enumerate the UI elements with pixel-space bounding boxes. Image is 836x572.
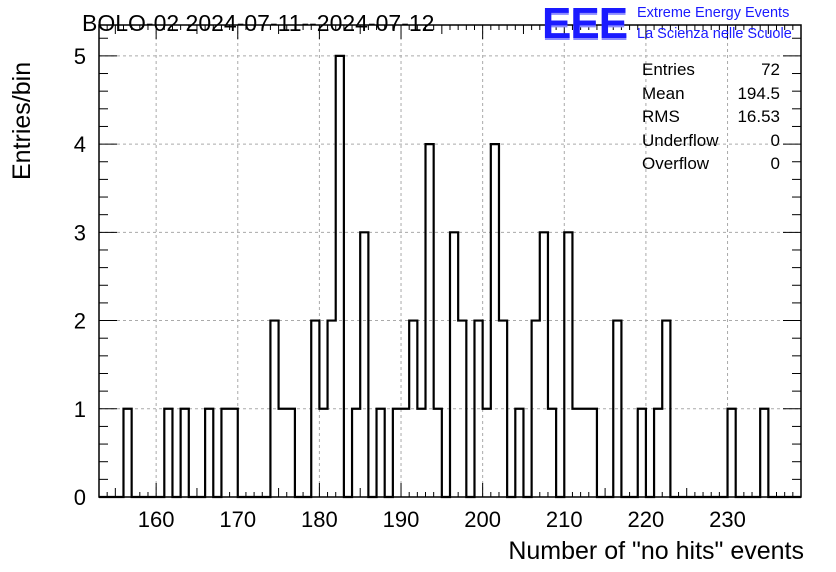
histogram-bin <box>319 409 327 497</box>
logo-line-2: La Scienza nelle Scuole <box>637 26 792 42</box>
y-tick-label: 0 <box>74 485 86 510</box>
histogram-bin <box>483 409 491 497</box>
histogram-bin <box>450 232 458 497</box>
axis-ticks <box>98 25 802 498</box>
x-tick-label: 210 <box>546 507 583 532</box>
chart-title: BOLO-02 2024-07-11--2024-07-12 <box>82 10 435 36</box>
histogram-bin <box>654 409 662 497</box>
histogram-bin <box>572 409 580 497</box>
stat-label: Overflow <box>642 154 710 173</box>
stat-label: Underflow <box>642 130 719 150</box>
x-axis-label: Number of "no hits" events <box>508 537 804 565</box>
histogram-bin <box>352 409 360 497</box>
histogram-bin <box>393 409 401 497</box>
stat-value: 0 <box>770 130 780 150</box>
histogram-bin <box>401 409 409 497</box>
stat-row-underflow: Underflow 0 <box>642 131 780 155</box>
stat-row-mean: Mean 194.5 <box>642 84 780 108</box>
histogram-bin <box>728 409 736 497</box>
stat-label: Entries <box>642 60 695 79</box>
stat-row-rms: RMS 16.53 <box>642 107 780 131</box>
histogram-bin <box>123 409 131 497</box>
x-tick-label: 170 <box>219 507 256 532</box>
grid-layer <box>99 25 801 497</box>
histogram-bin <box>581 409 589 497</box>
stat-label: RMS <box>642 107 680 126</box>
histogram-bin <box>205 409 213 497</box>
x-tick-label: 230 <box>709 507 746 532</box>
y-tick-label: 1 <box>74 397 86 422</box>
x-tick-label: 190 <box>383 507 420 532</box>
stats-box: Entries 72 Mean 194.5 RMS 16.53 Underflo… <box>642 60 780 178</box>
stat-row-overflow: Overflow 0 <box>642 154 780 178</box>
histogram-bin <box>287 409 295 497</box>
stat-value: 0 <box>770 154 780 173</box>
x-tick-label: 220 <box>628 507 665 532</box>
histogram-bin <box>638 409 646 497</box>
histogram-bin <box>377 409 385 497</box>
histogram-bin <box>164 409 172 497</box>
histogram-bin <box>548 409 556 497</box>
stat-label: Mean <box>642 83 685 103</box>
x-tick-label: 180 <box>301 507 338 532</box>
logo-line-1: Extreme Energy Events <box>637 5 790 21</box>
stat-value: 72 <box>761 60 780 79</box>
y-tick-label: 5 <box>74 44 86 69</box>
y-tick-label: 2 <box>74 309 86 334</box>
x-tick-label: 160 <box>138 507 175 532</box>
histogram-bin <box>230 409 238 497</box>
stat-value: 194.5 <box>737 83 780 103</box>
histogram-bin <box>360 232 368 497</box>
y-tick-label: 3 <box>74 220 86 245</box>
histogram-bin <box>515 409 523 497</box>
histogram-bin <box>181 409 189 497</box>
histogram-bin <box>417 409 425 497</box>
x-tick-label: 200 <box>464 507 501 532</box>
histogram-bin <box>760 409 768 497</box>
histogram-bin <box>564 232 572 497</box>
y-tick-label: 4 <box>74 132 86 157</box>
histogram-bin <box>540 232 548 497</box>
histogram-bin <box>336 56 344 497</box>
axis-tick-labels: 160 170 180 190 200 210 220 230 0 1 2 3 4 5 <box>74 44 746 532</box>
histogram-bin <box>434 409 442 497</box>
histogram-bin <box>589 409 597 497</box>
stat-row-entries: Entries 72 <box>642 60 780 84</box>
stat-value: 16.53 <box>737 107 780 126</box>
y-axis-label: Entries/bin <box>8 61 36 180</box>
histogram-outline <box>99 54 801 499</box>
histogram-bin <box>279 409 287 497</box>
histogram-bin <box>221 409 229 497</box>
eee-logo-mark: EEE <box>542 0 628 48</box>
